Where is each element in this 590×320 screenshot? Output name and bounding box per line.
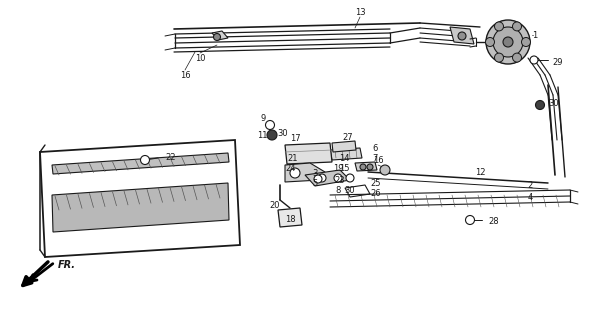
Text: 23: 23 [335, 175, 345, 185]
Circle shape [493, 27, 523, 57]
Circle shape [267, 130, 277, 140]
Circle shape [380, 165, 390, 175]
Text: 17: 17 [290, 133, 300, 142]
Circle shape [513, 53, 522, 62]
Circle shape [536, 100, 545, 109]
Text: 27: 27 [343, 132, 353, 141]
Circle shape [214, 34, 221, 41]
Text: 25: 25 [370, 179, 381, 188]
Circle shape [314, 175, 322, 183]
Circle shape [522, 37, 530, 46]
Circle shape [513, 22, 522, 31]
Text: 20: 20 [270, 201, 280, 210]
Text: 10: 10 [195, 53, 205, 62]
Circle shape [458, 32, 466, 40]
Polygon shape [330, 148, 362, 160]
Circle shape [486, 37, 494, 46]
Text: 3: 3 [312, 169, 317, 178]
Text: 14: 14 [339, 154, 350, 163]
Circle shape [290, 168, 300, 178]
Text: 16: 16 [373, 156, 384, 164]
Text: 30: 30 [278, 129, 289, 138]
Circle shape [486, 20, 530, 64]
Polygon shape [278, 208, 302, 227]
Polygon shape [285, 143, 332, 164]
Text: 9: 9 [260, 114, 266, 123]
Circle shape [266, 121, 274, 130]
Text: 28: 28 [488, 217, 499, 226]
Circle shape [503, 37, 513, 47]
Circle shape [318, 174, 326, 182]
Text: 19: 19 [333, 164, 343, 172]
Polygon shape [52, 183, 229, 232]
Text: 22: 22 [165, 153, 175, 162]
Text: 16: 16 [180, 70, 191, 79]
Text: 11: 11 [257, 131, 267, 140]
Text: 15: 15 [339, 164, 350, 172]
Text: 24: 24 [286, 164, 296, 172]
Polygon shape [450, 27, 474, 44]
Text: 2: 2 [527, 180, 533, 189]
Text: 13: 13 [355, 7, 365, 17]
Polygon shape [52, 153, 229, 174]
Text: 8: 8 [335, 186, 340, 195]
Text: 26: 26 [370, 188, 381, 197]
Polygon shape [332, 141, 356, 152]
Text: 6: 6 [372, 143, 378, 153]
Polygon shape [212, 31, 228, 40]
Polygon shape [355, 162, 377, 171]
Circle shape [530, 56, 538, 64]
Circle shape [140, 156, 149, 164]
Text: 5: 5 [312, 179, 317, 188]
Text: FR.: FR. [58, 260, 76, 270]
Text: 4: 4 [527, 194, 533, 203]
Circle shape [466, 215, 474, 225]
Text: 18: 18 [285, 215, 296, 225]
Text: 30: 30 [548, 99, 559, 108]
Circle shape [360, 164, 366, 170]
Text: 7: 7 [372, 154, 378, 163]
Circle shape [494, 22, 503, 31]
Text: 12: 12 [475, 167, 485, 177]
Circle shape [334, 174, 342, 182]
Circle shape [346, 174, 354, 182]
Polygon shape [305, 170, 350, 186]
Text: 1: 1 [532, 30, 537, 39]
Text: 21: 21 [288, 154, 299, 163]
Circle shape [367, 164, 373, 170]
Circle shape [494, 53, 503, 62]
Text: 30: 30 [345, 186, 355, 195]
Text: 29: 29 [552, 58, 562, 67]
Polygon shape [40, 140, 240, 257]
Polygon shape [285, 163, 325, 182]
